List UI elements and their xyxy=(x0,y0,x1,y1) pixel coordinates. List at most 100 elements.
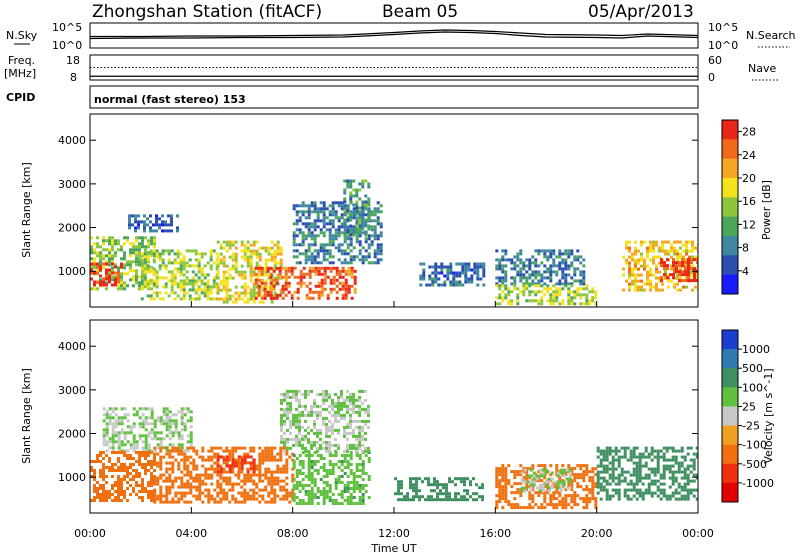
heat-cell xyxy=(216,473,220,477)
heat-cell xyxy=(237,467,241,471)
heat-cell xyxy=(558,287,562,291)
heat-cell xyxy=(364,258,368,262)
heat-cell xyxy=(367,419,370,423)
heat-cell xyxy=(243,488,247,492)
heat-cell xyxy=(301,413,304,417)
heat-cell xyxy=(346,443,349,447)
heat-cell xyxy=(164,249,168,253)
heat-cell xyxy=(301,434,304,438)
heat-cell xyxy=(99,278,102,282)
heat-cell xyxy=(680,455,684,459)
heat-cell xyxy=(192,464,196,468)
heat-cell xyxy=(626,494,630,498)
heat-cell xyxy=(231,455,235,459)
heat-cell xyxy=(289,410,292,414)
heat-cell xyxy=(313,419,316,423)
heat-cell xyxy=(576,258,580,262)
heat-cell xyxy=(162,410,166,414)
heat-cell xyxy=(635,488,639,492)
heat-cell xyxy=(433,480,436,484)
heat-cell xyxy=(340,469,344,472)
heat-cell xyxy=(286,416,289,420)
heat-cell xyxy=(525,276,529,280)
heat-cell xyxy=(264,449,268,453)
heat-cell xyxy=(469,480,472,484)
heat-cell xyxy=(132,425,136,429)
heat-cell xyxy=(540,491,544,495)
heat-cell xyxy=(203,294,207,298)
heat-cell xyxy=(373,225,377,229)
heat-cell xyxy=(212,279,216,283)
heat-cell xyxy=(123,475,126,478)
heat-cell xyxy=(614,458,618,462)
heat-cell xyxy=(531,261,535,265)
heat-cell xyxy=(596,446,600,450)
heat-cell xyxy=(255,464,259,468)
heat-cell xyxy=(635,491,639,495)
heat-cell xyxy=(376,252,380,256)
heat-cell xyxy=(155,223,158,227)
heat-cell xyxy=(409,486,412,490)
heat-cell xyxy=(90,460,93,463)
heat-cell xyxy=(337,413,340,417)
heat-cell xyxy=(295,395,298,399)
heat-cell xyxy=(298,210,302,214)
heat-cell xyxy=(531,500,535,504)
heat-cell xyxy=(686,479,690,483)
heat-cell xyxy=(234,285,238,289)
heat-cell xyxy=(111,437,115,441)
heat-cell xyxy=(153,475,156,478)
heat-cell xyxy=(585,470,589,474)
heat-cell xyxy=(317,266,321,270)
heat-cell xyxy=(361,258,365,262)
heat-cell xyxy=(347,272,351,276)
heat-cell xyxy=(210,497,214,501)
heat-cell xyxy=(367,261,371,265)
heat-cell xyxy=(317,269,321,273)
heat-cell xyxy=(498,264,502,268)
heat-cell xyxy=(146,252,150,256)
heat-cell xyxy=(293,266,297,270)
heat-cell xyxy=(320,287,324,291)
heat-cell xyxy=(415,480,418,484)
heat-cell xyxy=(573,302,577,306)
heat-cell xyxy=(153,482,157,486)
heat-cell xyxy=(177,476,181,480)
heat-cell xyxy=(144,457,147,460)
heat-cell xyxy=(138,490,141,493)
heat-cell xyxy=(634,240,637,244)
heat-cell xyxy=(185,279,189,283)
heat-cell xyxy=(304,493,308,496)
heat-cell xyxy=(628,240,631,244)
noise-series-1 xyxy=(89,31,699,40)
heat-cell xyxy=(292,478,296,481)
heat-cell xyxy=(691,264,694,268)
heat-cell xyxy=(556,486,560,490)
heat-cell xyxy=(364,221,368,225)
heat-cell xyxy=(470,280,474,284)
heat-cell xyxy=(519,276,523,280)
heat-cell xyxy=(457,492,460,496)
heat-cell xyxy=(273,249,277,253)
heat-cell xyxy=(355,255,359,259)
heat-cell xyxy=(246,479,250,483)
heat-cell xyxy=(219,491,223,495)
heat-cell xyxy=(292,487,296,490)
heat-cell xyxy=(295,398,298,402)
heat-cell xyxy=(249,279,253,283)
heat-cell xyxy=(191,264,195,268)
colorbar-swatch xyxy=(722,368,738,388)
heat-cell xyxy=(234,264,238,268)
heat-cell xyxy=(285,464,289,468)
heat-cell xyxy=(258,455,262,459)
heat-cell xyxy=(264,473,268,477)
heat-cell xyxy=(319,210,323,214)
heat-cell xyxy=(273,494,277,498)
heat-cell xyxy=(301,231,305,235)
heat-cell xyxy=(520,477,524,481)
heat-cell xyxy=(126,449,130,453)
heat-cell xyxy=(143,214,146,218)
heat-cell xyxy=(177,434,181,438)
heat-cell xyxy=(501,479,505,483)
heat-cell xyxy=(334,487,338,490)
